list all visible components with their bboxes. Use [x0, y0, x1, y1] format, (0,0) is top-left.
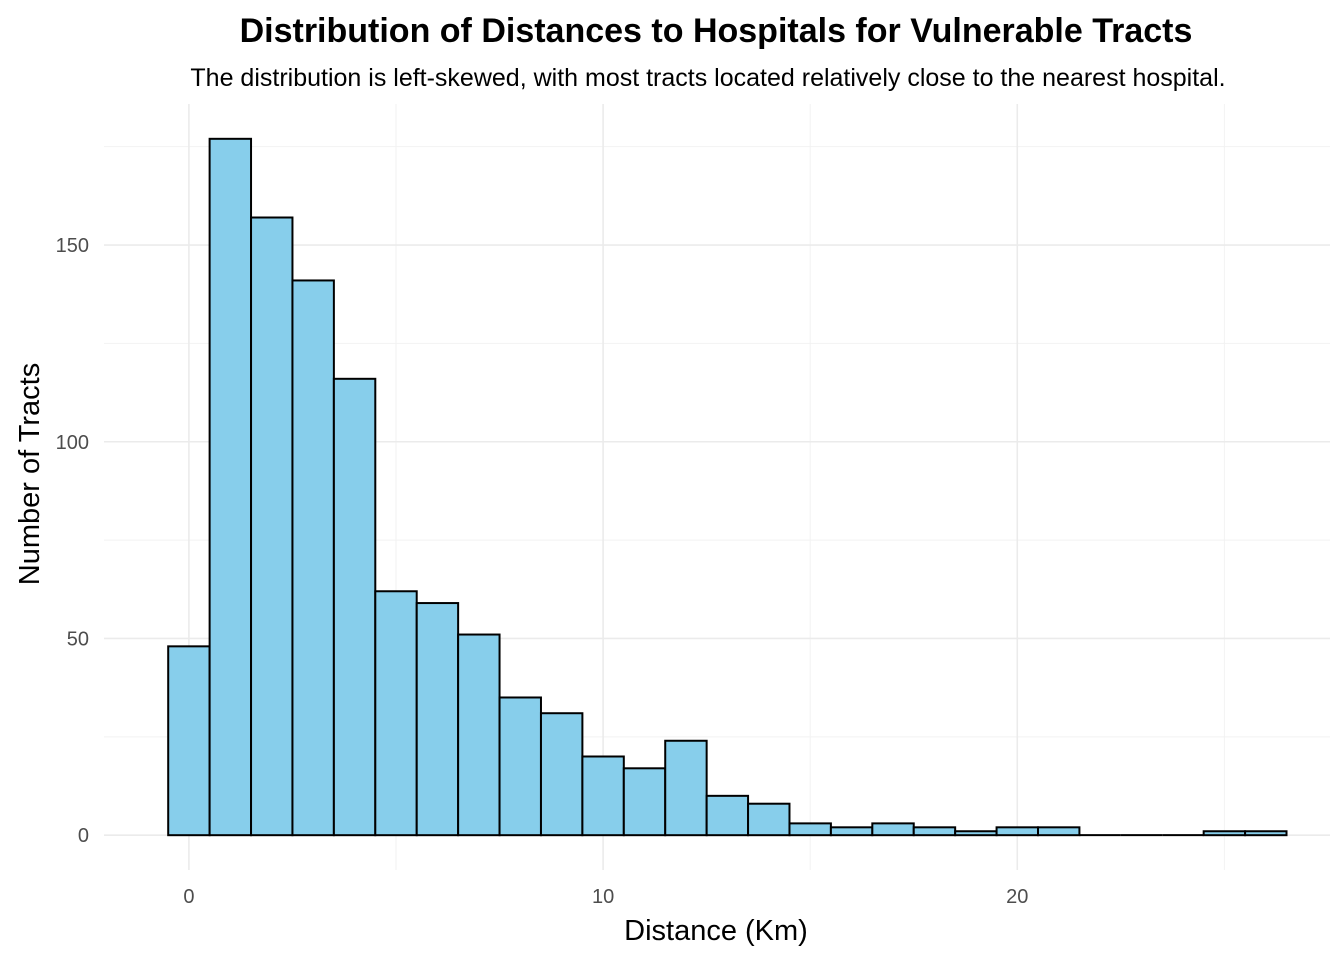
- histogram-bar: [1202, 830, 1247, 837]
- y-axis-title: Number of Tracts: [14, 363, 46, 585]
- y-axis-ticks: 0 50 100 150: [56, 235, 89, 847]
- histogram-bar: [1244, 830, 1288, 837]
- histogram-bar: [250, 216, 294, 837]
- histogram-bar: [829, 826, 874, 837]
- histogram-bar: [912, 826, 957, 837]
- histogram-bar: [291, 279, 335, 837]
- histogram-bar: [747, 802, 791, 837]
- chart-title: Distribution of Distances to Hospitals f…: [240, 12, 1193, 50]
- histogram-bar: [374, 590, 418, 837]
- y-tick-label: 150: [56, 235, 89, 257]
- x-tick-label: 0: [183, 886, 194, 908]
- y-tick-label: 0: [78, 825, 89, 847]
- histogram-bar: [208, 137, 253, 837]
- histogram-bar: [457, 633, 501, 837]
- histogram-bar: [332, 377, 377, 837]
- x-tick-label: 10: [592, 886, 614, 908]
- histogram-bar: [705, 794, 750, 837]
- histogram-bar: [954, 830, 998, 837]
- histogram-bar: [995, 826, 1039, 837]
- histogram-bars: [167, 137, 1288, 837]
- y-tick-label: 100: [56, 432, 89, 454]
- histogram-bar: [581, 755, 625, 837]
- histogram-bar: [871, 822, 915, 837]
- histogram-bar: [1036, 826, 1081, 837]
- y-tick-label: 50: [67, 628, 89, 650]
- x-axis-ticks: 0 10 20: [183, 886, 1028, 908]
- chart-subtitle: The distribution is left-skewed, with mo…: [190, 64, 1225, 92]
- histogram-bar: [498, 696, 542, 837]
- histogram-bar: [539, 712, 584, 837]
- histogram-bar: [167, 645, 211, 837]
- x-tick-label: 20: [1006, 886, 1028, 908]
- x-axis-title: Distance (Km): [624, 915, 808, 947]
- histogram-bar: [622, 767, 667, 837]
- histogram-bar: [415, 602, 460, 837]
- histogram-bar: [788, 822, 832, 837]
- histogram-bar: [664, 739, 708, 837]
